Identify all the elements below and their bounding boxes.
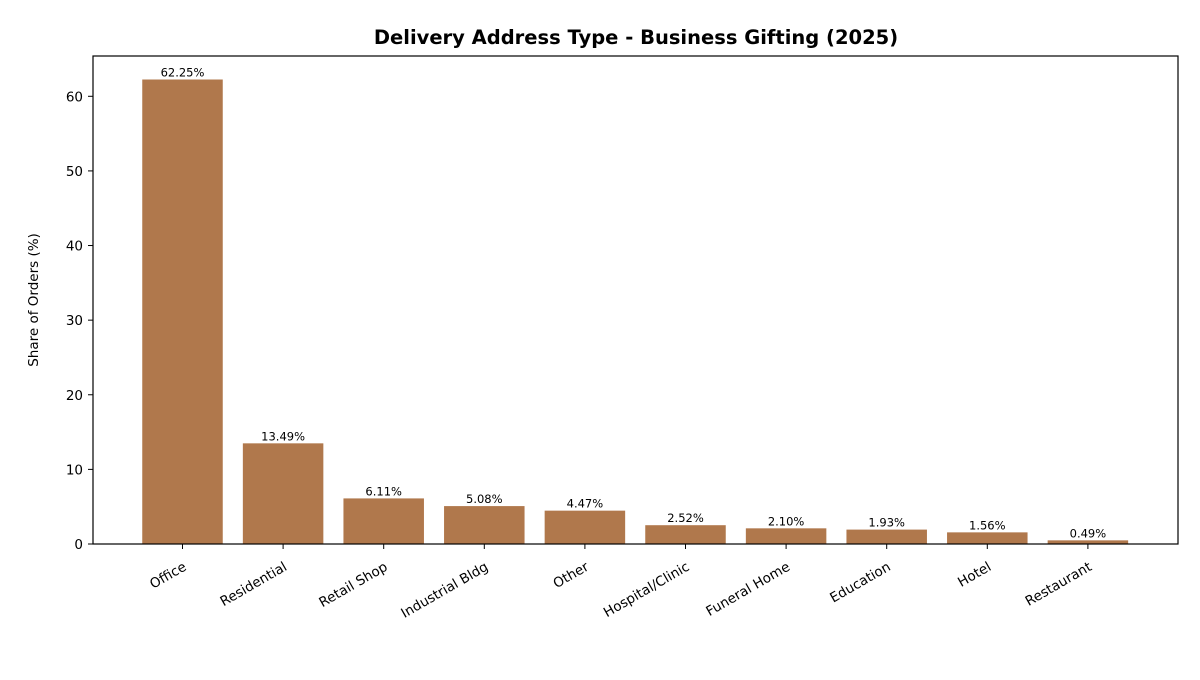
bar (846, 529, 927, 544)
bar (947, 532, 1028, 544)
data-label: 6.11% (365, 484, 402, 498)
y-tick-label: 10 (66, 462, 83, 478)
x-tick-label: Residential (217, 559, 289, 610)
x-tick-label: Other (550, 559, 592, 592)
x-tick-label: Hospital/Clinic (601, 559, 692, 621)
bars-group (142, 79, 1129, 545)
y-tick-label: 50 (66, 164, 83, 180)
data-label: 1.93% (868, 516, 905, 530)
data-label: 62.25% (161, 66, 205, 80)
data-label: 2.52% (667, 511, 704, 525)
x-tick-label: Education (827, 559, 893, 606)
data-label: 4.47% (567, 497, 604, 511)
bar (343, 498, 424, 544)
x-tick-label: Funeral Home (703, 559, 793, 620)
data-label: 5.08% (466, 492, 503, 506)
y-axis-label: Share of Orders (%) (26, 233, 42, 367)
data-label: 1.56% (969, 518, 1006, 532)
y-tick-label: 0 (74, 537, 83, 553)
bar (1047, 540, 1129, 544)
x-tick-label: Retail Shop (316, 559, 390, 611)
y-tick-label: 60 (66, 89, 83, 105)
chart-title: Delivery Address Type - Business Gifting… (374, 26, 898, 49)
x-tick-label: Industrial Bldg (398, 559, 491, 622)
data-label: 2.10% (768, 514, 805, 528)
y-tick-label: 40 (66, 239, 83, 255)
bar (544, 510, 626, 544)
x-axis: Office Residential Retail Shop Industrial B… (147, 544, 1095, 622)
bar (142, 79, 223, 545)
data-label: 0.49% (1070, 526, 1107, 540)
bar (242, 443, 324, 544)
x-tick-label: Office (147, 559, 189, 593)
x-tick-label: Hotel (955, 559, 994, 591)
y-tick-label: 20 (66, 388, 83, 404)
y-tick-label: 30 (66, 313, 83, 329)
data-label: 13.49% (261, 429, 305, 443)
bar (444, 506, 525, 544)
bar (745, 528, 827, 544)
y-axis: 0 10 20 30 40 50 60 (66, 89, 93, 553)
data-labels-group: 62.25% 13.49% 6.11% 5.08% 4.47% 2.52% 2.10% 1.9… (161, 66, 1107, 541)
plot-frame (92, 55, 1179, 545)
x-tick-label: Restaurant (1023, 559, 1095, 610)
bar (645, 525, 726, 544)
